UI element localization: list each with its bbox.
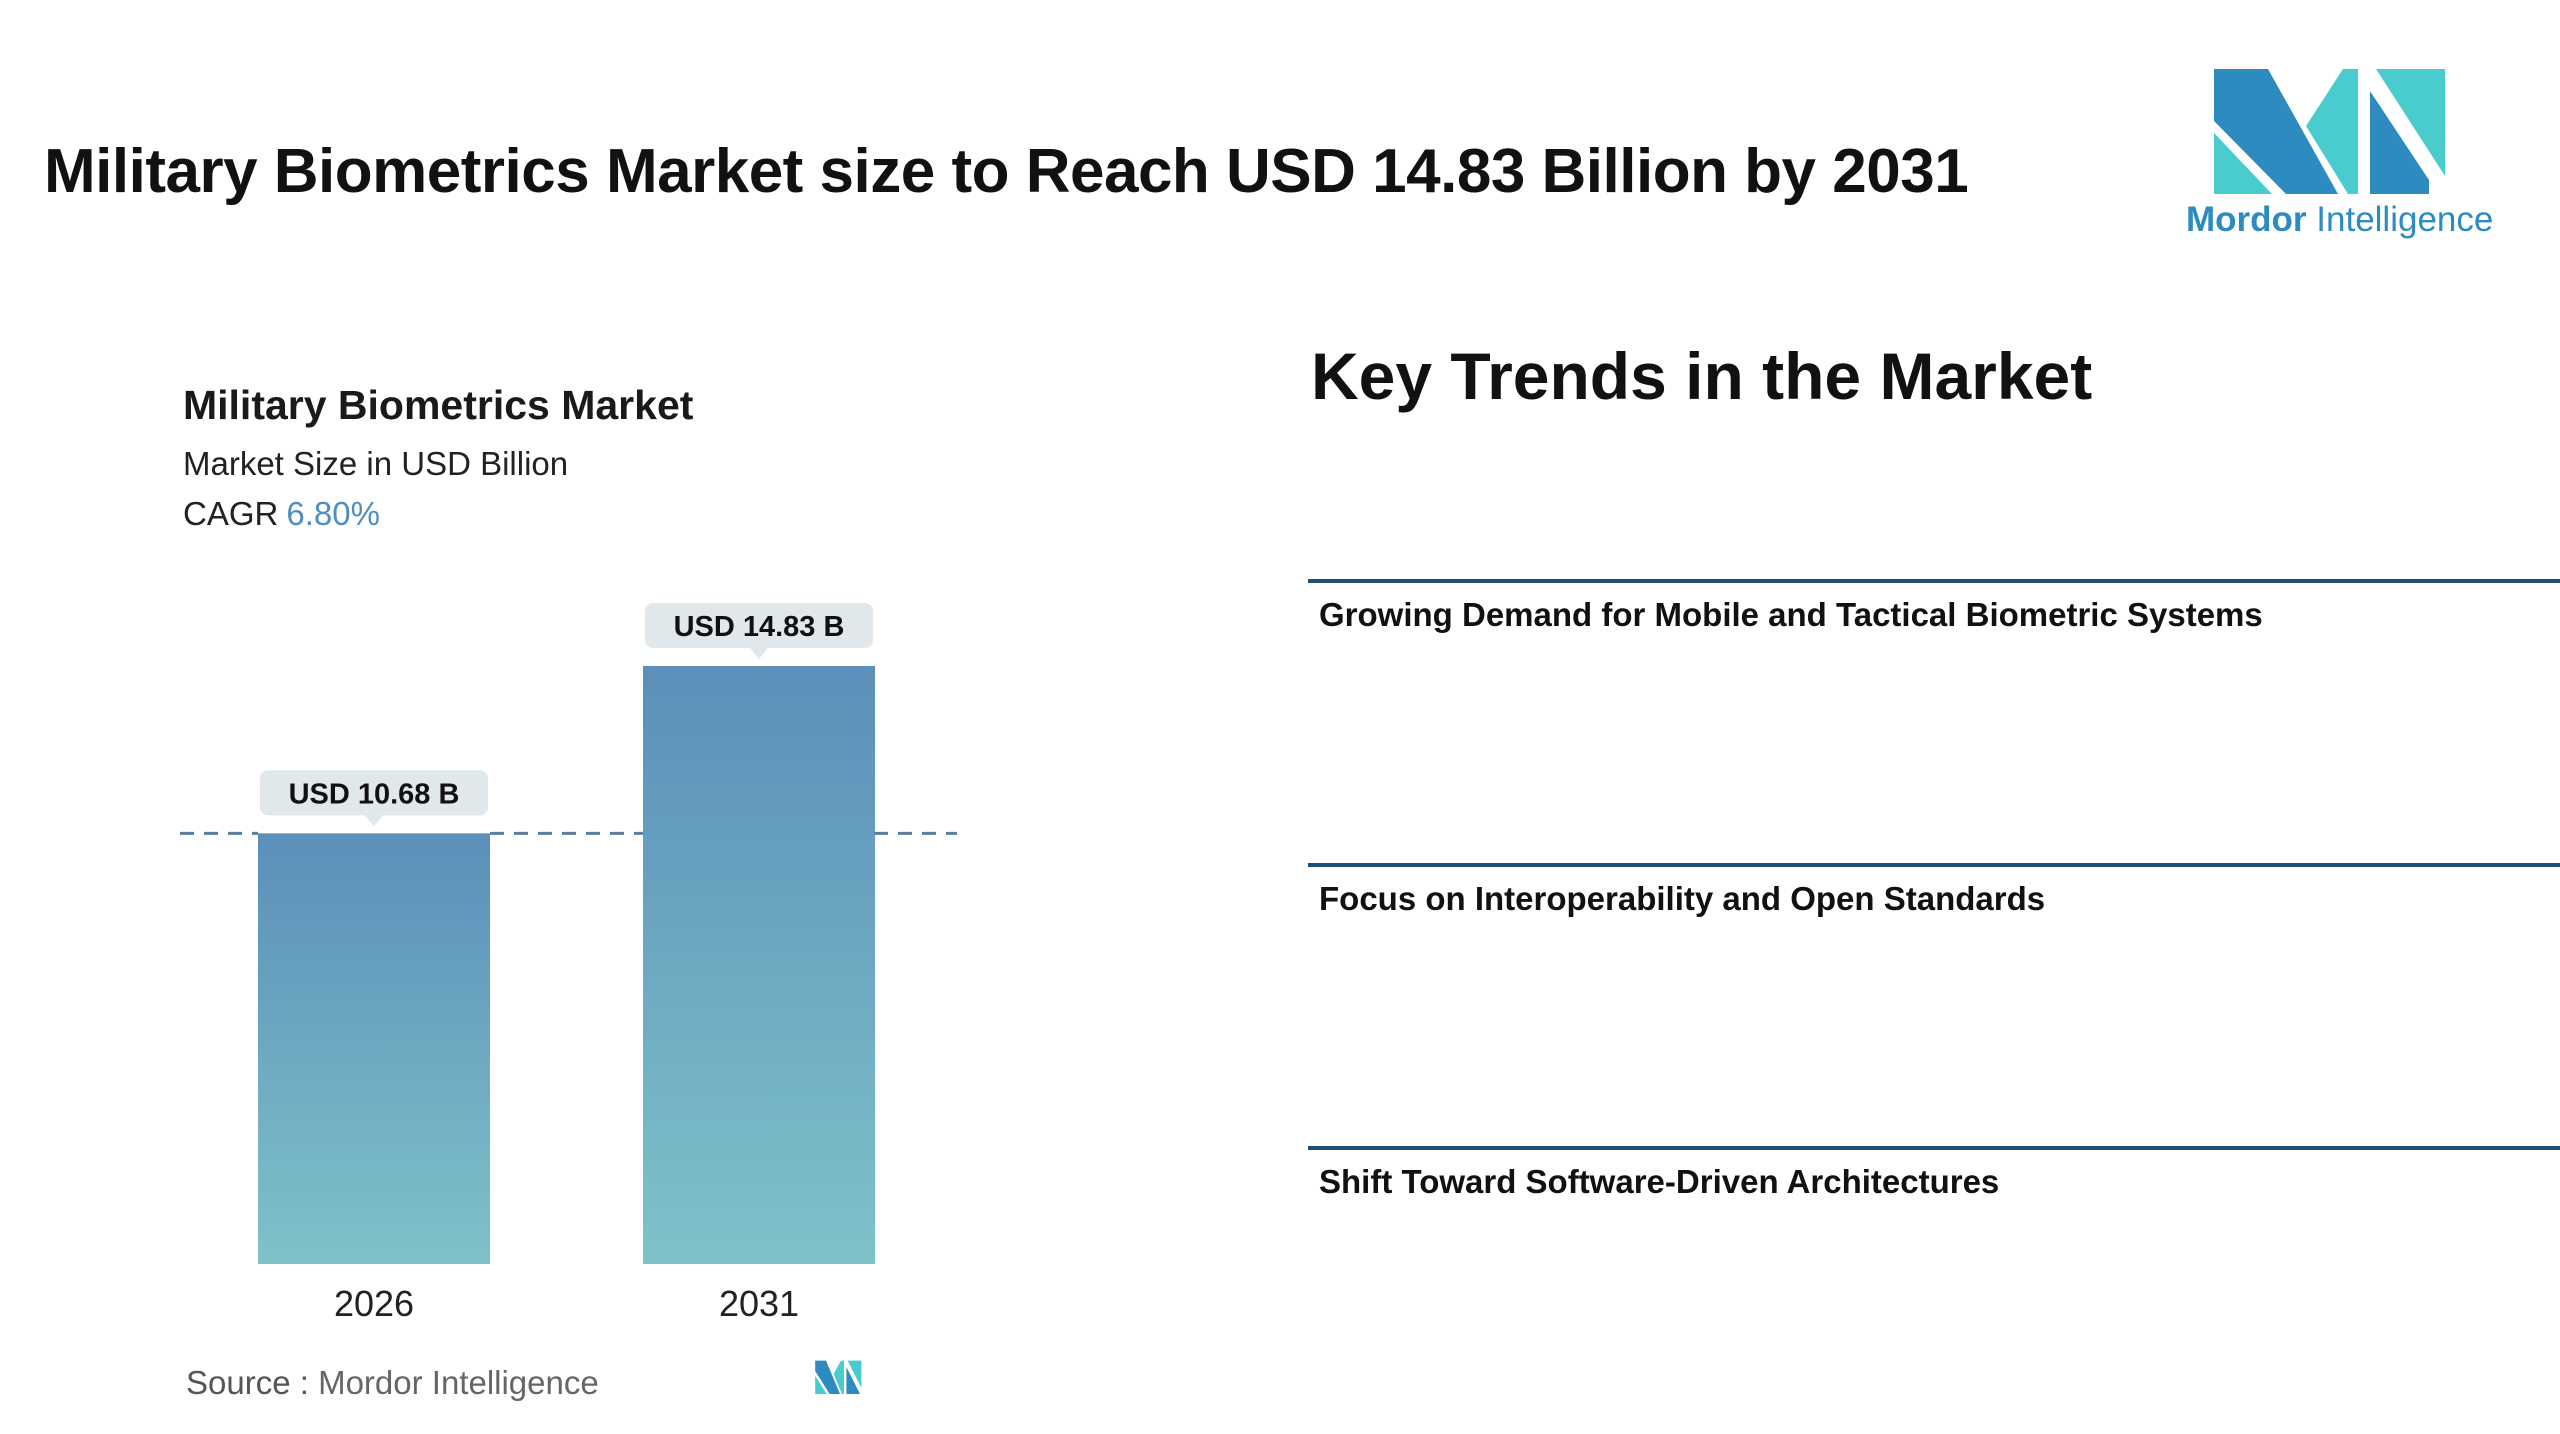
mordor-intelligence-logo bbox=[2214, 69, 2445, 194]
trend-divider bbox=[1308, 1146, 2560, 1150]
chart-subtitle: Market Size in USD Billion bbox=[183, 445, 569, 482]
cagr-label: CAGR bbox=[183, 495, 279, 532]
logo-word-mordor: Mordor bbox=[2186, 200, 2307, 239]
logo-text: Mordor Intelligence bbox=[2186, 200, 2493, 240]
trend-divider bbox=[1308, 579, 2560, 583]
bar-2031 bbox=[643, 666, 875, 1264]
x-tick-label: 2026 bbox=[334, 1283, 414, 1324]
trend-item: Shift Toward Software-Driven Architectur… bbox=[1319, 1163, 2000, 1200]
chart-title: Military Biometrics Market bbox=[183, 382, 694, 428]
data-label-pointer bbox=[750, 648, 768, 659]
page-title: Military Biometrics Market size to Reach… bbox=[44, 137, 1969, 206]
cagr-value: 6.80% bbox=[286, 495, 380, 532]
trend-item: Focus on Interoperability and Open Stand… bbox=[1319, 880, 2046, 917]
data-label-pointer bbox=[365, 815, 383, 827]
key-trends-title: Key Trends in the Market bbox=[1311, 339, 2093, 413]
bar-chart: USD 10.68 B 2026 USD 14.83 B 2031 bbox=[180, 603, 957, 1324]
trend-item: Growing Demand for Mobile and Tactical B… bbox=[1319, 596, 2263, 633]
trend-divider bbox=[1308, 863, 2560, 867]
mini-logo-icon bbox=[815, 1360, 862, 1394]
source-value: Mordor Intelligence bbox=[318, 1364, 599, 1401]
logo-word-intelligence: Intelligence bbox=[2316, 200, 2494, 239]
source-label: Source : bbox=[186, 1364, 309, 1401]
source: Source : Mordor Intelligence bbox=[186, 1364, 599, 1402]
x-tick-label: 2031 bbox=[719, 1283, 799, 1324]
data-label-bubble bbox=[260, 770, 488, 816]
data-label-bubble bbox=[645, 603, 873, 648]
bar-2026 bbox=[258, 833, 490, 1264]
cagr: CAGR 6.80% bbox=[183, 495, 380, 533]
data-label: USD 14.83 B bbox=[674, 611, 845, 643]
data-label: USD 10.68 B bbox=[289, 778, 460, 810]
